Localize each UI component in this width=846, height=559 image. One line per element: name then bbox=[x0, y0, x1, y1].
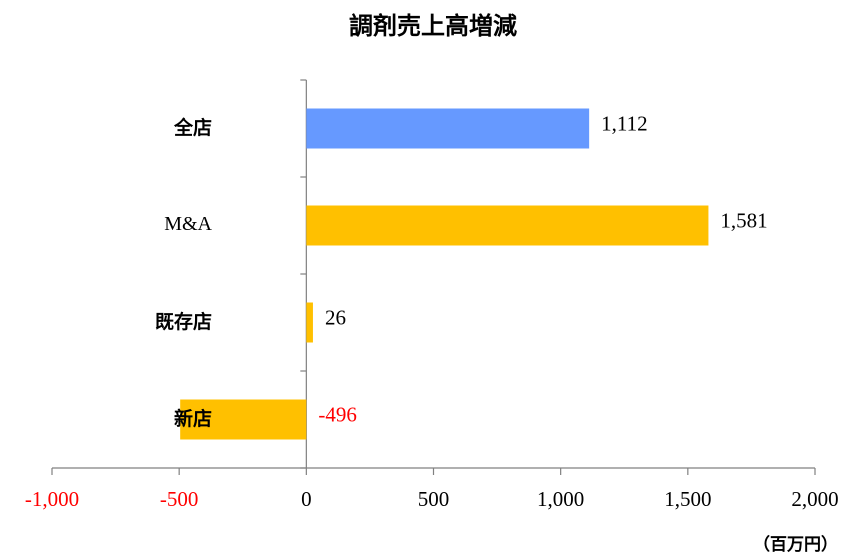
category-label: 全店 bbox=[173, 116, 212, 139]
bar bbox=[180, 399, 307, 440]
x-tick-label: -500 bbox=[160, 487, 199, 511]
bar bbox=[306, 205, 709, 246]
bar bbox=[306, 302, 313, 343]
category-label: M&A bbox=[164, 213, 212, 235]
category-label: 既存店 bbox=[155, 310, 212, 333]
x-tick-label: 500 bbox=[418, 487, 450, 511]
x-tick-label: 1,000 bbox=[537, 487, 584, 511]
value-label: 1,581 bbox=[720, 208, 767, 232]
x-tick-label: 2,000 bbox=[791, 487, 838, 511]
value-label: 1,112 bbox=[601, 111, 647, 135]
x-tick-label: 0 bbox=[301, 487, 312, 511]
unit-label: （百万円） bbox=[753, 534, 838, 555]
x-tick-label: -1,000 bbox=[25, 487, 79, 511]
bar bbox=[306, 108, 590, 149]
value-label: -496 bbox=[318, 402, 357, 426]
x-tick-label: 1,500 bbox=[664, 487, 711, 511]
category-label: 新店 bbox=[174, 407, 212, 430]
chart-title: 調剤売上高増減 bbox=[349, 12, 517, 40]
value-label: 26 bbox=[325, 305, 346, 329]
